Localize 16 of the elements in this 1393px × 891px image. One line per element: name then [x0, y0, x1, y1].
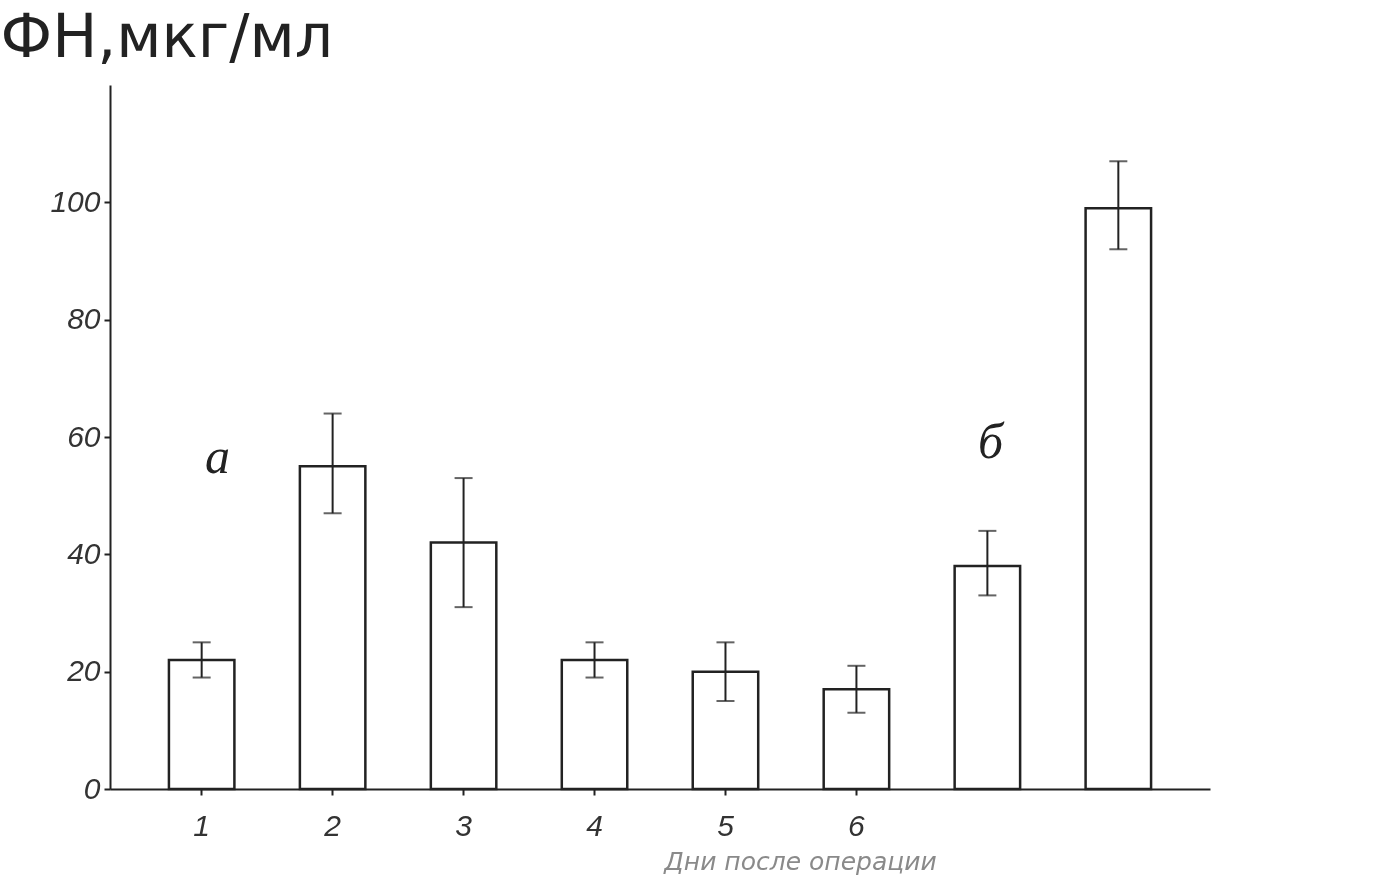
y-tick-label: 60 [67, 419, 101, 453]
x-tick-label: 3 [455, 808, 473, 842]
y-tick-label: 20 [66, 654, 101, 688]
y-tick-label: 0 [83, 771, 101, 805]
y-tick-label: 40 [67, 536, 101, 570]
x-tick-label: 1 [193, 808, 211, 842]
x-axis-title: Дни после операции [663, 846, 937, 876]
x-tick-label: 5 [717, 808, 735, 842]
x-tick-label: 4 [586, 808, 603, 842]
x-tick-label: 6 [848, 808, 866, 842]
y-tick-label: 100 [50, 184, 101, 218]
annotation: а [205, 428, 230, 484]
y-axis-title: ФН,мкг/мл [0, 0, 334, 71]
y-tick-label: 80 [67, 302, 101, 336]
annotation: б [978, 413, 1005, 469]
x-tick-label: 2 [323, 808, 342, 842]
